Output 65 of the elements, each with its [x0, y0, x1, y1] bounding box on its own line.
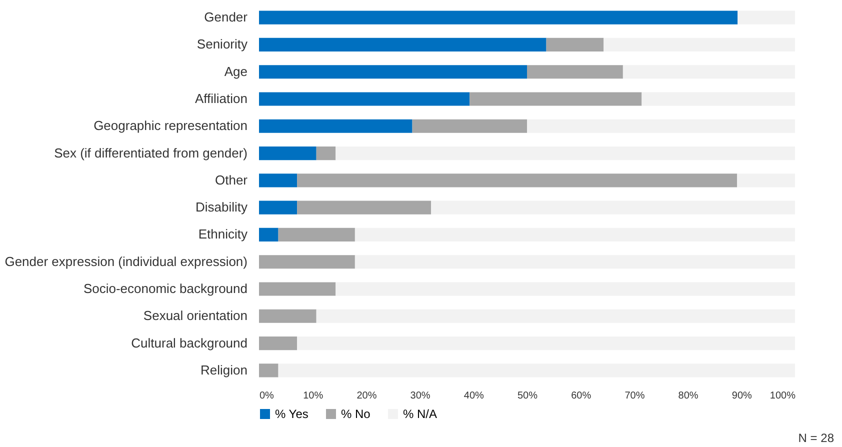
bar [278, 364, 795, 378]
y-tick-label: Disability [195, 200, 248, 215]
bar [259, 119, 412, 133]
bar [470, 92, 642, 106]
legend-label: % Yes [275, 407, 308, 421]
bar [737, 174, 795, 188]
x-tick-label: 50% [517, 390, 538, 402]
bar [297, 200, 432, 214]
bar [259, 228, 278, 242]
bar [259, 174, 298, 188]
y-tick-label: Sex (if differentiated from gender) [54, 145, 248, 160]
bar [259, 336, 298, 350]
x-tick-label: 80% [678, 390, 698, 402]
x-tick-label: 10% [303, 390, 324, 402]
legend-label: % No [341, 407, 371, 421]
bar [527, 119, 795, 133]
bar [259, 38, 546, 52]
y-tick-label: Seniority [196, 36, 248, 52]
y-tick-label: Other [214, 172, 248, 188]
text: N = 28 [798, 431, 834, 445]
y-tick-label: Cultural background [131, 335, 248, 350]
bar [259, 200, 298, 214]
x-tick-label: 90% [732, 390, 752, 402]
x-tick-label: 70% [624, 390, 645, 402]
bar [259, 282, 336, 296]
bar [316, 309, 795, 323]
bar [642, 92, 795, 106]
y-tick-label: Gender expression (individual expression) [4, 254, 248, 269]
bar [297, 336, 795, 350]
bar [336, 146, 795, 160]
bar [259, 10, 738, 24]
bar [259, 146, 316, 160]
legend-label: % N/A [403, 407, 438, 421]
bar [354, 228, 795, 242]
y-tick-label: Sexual orientation [143, 308, 248, 324]
y-tick-label: Religion [200, 362, 248, 378]
x-tick-label: 40% [464, 390, 484, 402]
bar [738, 10, 795, 24]
x-tick-label: 0% [260, 390, 274, 402]
x-tick-label: 60% [571, 390, 592, 402]
bar [259, 92, 470, 106]
y-tick-label: Gender [204, 10, 248, 25]
bar [527, 65, 623, 79]
y-tick-label: Geographic representation [94, 118, 248, 134]
bar [259, 65, 527, 79]
bar [278, 228, 355, 242]
bar [259, 309, 316, 323]
bar [431, 200, 795, 214]
bar [604, 38, 795, 52]
bar [259, 255, 355, 269]
y-tick-label: Affiliation [194, 91, 248, 106]
x-tick-label: 30% [410, 390, 430, 402]
x-tick-label: 20% [356, 390, 377, 402]
y-tick-label: Socio-economic background [83, 281, 248, 296]
bar [259, 364, 278, 378]
bar [354, 255, 795, 269]
bar [622, 65, 795, 79]
y-tick-label: Ethnicity [198, 226, 248, 242]
bar [316, 146, 336, 160]
bar [297, 174, 738, 188]
bar [412, 119, 527, 133]
y-tick-label: Age [224, 64, 248, 79]
bar [546, 38, 604, 52]
x-tick-label: 100% [770, 390, 796, 402]
bar [336, 282, 795, 296]
